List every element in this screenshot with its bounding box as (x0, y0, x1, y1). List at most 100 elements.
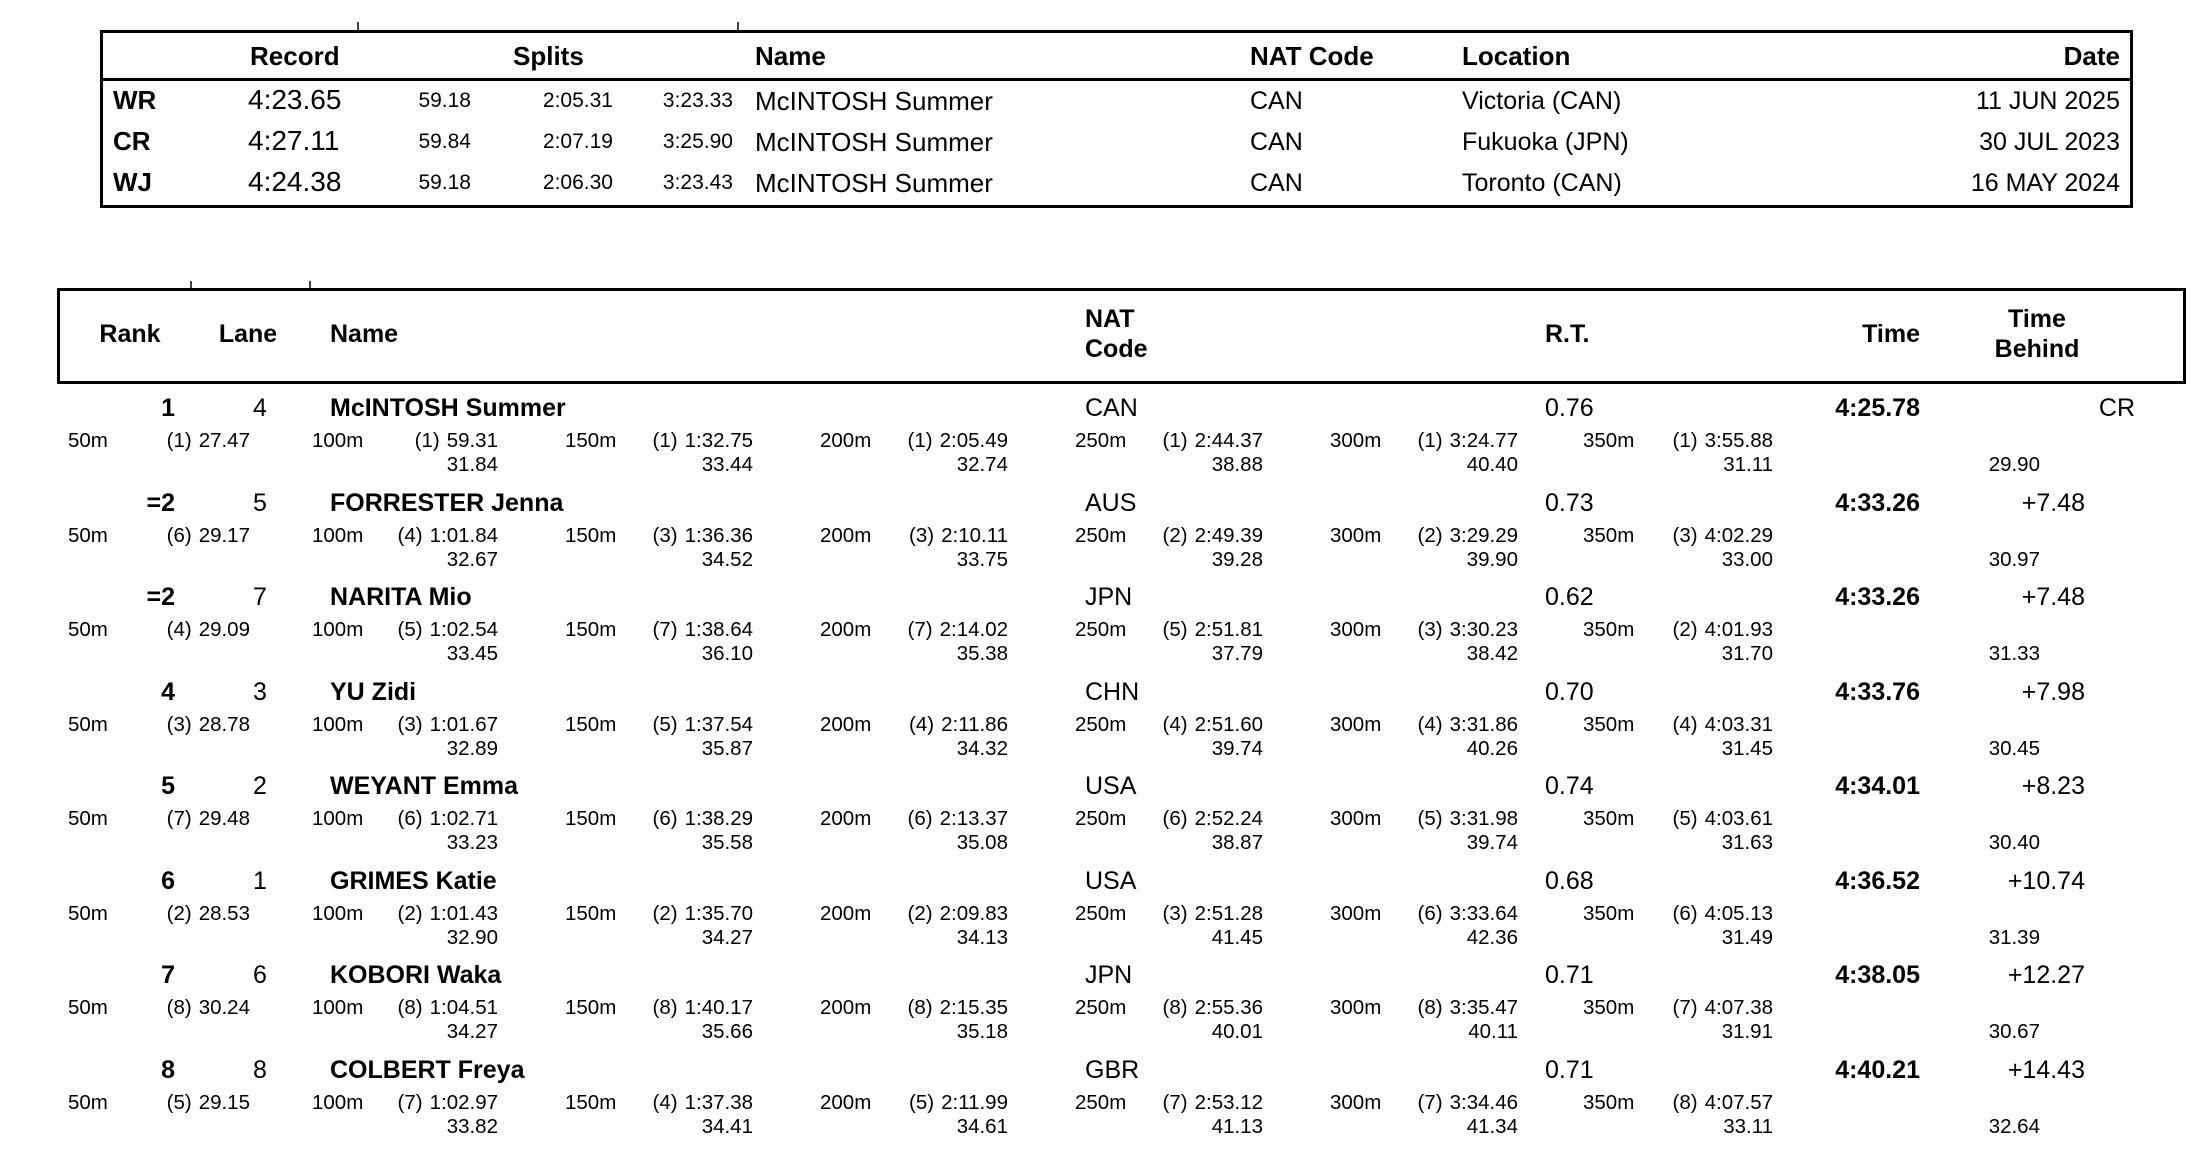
split-lap: 35.08 (956, 831, 1008, 854)
split-time: 2:05.49 (939, 429, 1008, 452)
split-place: (8) (166, 996, 192, 1019)
split-distance: 350m (1583, 712, 1635, 736)
rank-cell: 6 (161, 866, 175, 895)
split-time: 1:37.54 (684, 712, 753, 736)
split-place: (5) (909, 1090, 935, 1114)
reaction-time: 0.76 (1545, 394, 1594, 422)
split-lap: 39.28 (1211, 547, 1263, 571)
split-lap: 33.23 (446, 831, 498, 854)
split-time: 4:03.31 (1704, 712, 1773, 736)
split-place: (4) (909, 712, 935, 736)
split-100m: 100m (6) 1:02.71 33.23 (312, 807, 498, 855)
records-rows: WR 4:23.65 59.18 2:05.31 3:23.33 McINTOS… (103, 81, 2130, 204)
split-place: (7) (1417, 1090, 1443, 1114)
split-150m: 150m (7) 1:38.64 36.10 (565, 618, 753, 666)
split-place: (1) (1672, 429, 1698, 452)
split-place: (6) (397, 807, 423, 830)
split-distance: 300m (1330, 996, 1382, 1019)
header-lane: Lane (218, 320, 278, 348)
split-place: (5) (1417, 807, 1443, 830)
split-lap: 31.84 (446, 453, 498, 476)
split-time: 2:55.36 (1194, 996, 1263, 1019)
final-time: 4:33.76 (1835, 677, 1920, 706)
split-lap: 32.74 (956, 453, 1008, 476)
final-time: 4:38.05 (1835, 961, 1920, 989)
split-150m: 150m (3) 1:36.36 34.52 (565, 524, 753, 572)
split-lap: 41.13 (1211, 1114, 1263, 1138)
split-place: (5) (1672, 807, 1698, 830)
split-place: (3) (166, 712, 192, 736)
split-distance: 150m (565, 996, 617, 1019)
split-350m: 350m (8) 4:07.57 33.11 (1583, 1091, 1773, 1139)
split-time: 4:05.13 (1704, 901, 1773, 925)
column-divider-tick (190, 281, 192, 290)
split-distance: 150m (565, 901, 617, 925)
split-distance: 100m (312, 618, 364, 641)
split-lap: 34.61 (956, 1114, 1008, 1138)
record-nat-code: CAN (1250, 128, 1303, 156)
record-split-300m: 3:23.43 (662, 171, 733, 194)
split-distance: 200m (820, 807, 872, 830)
split-place: (1) (1162, 429, 1188, 452)
split-distance: 50m (68, 429, 108, 452)
lane-cell: 3 (253, 677, 267, 706)
final-time: 4:33.26 (1835, 583, 1920, 611)
split-distance: 50m (68, 712, 108, 736)
rank-cell: 8 (161, 1055, 175, 1084)
last-lap-time: 29.90 (1988, 453, 2040, 476)
split-lap: 33.75 (956, 547, 1008, 571)
split-time: 2:51.60 (1194, 712, 1263, 736)
split-lap: 34.52 (701, 547, 753, 571)
last-lap-time: 30.40 (1988, 831, 2040, 854)
reaction-time: 0.68 (1545, 866, 1594, 895)
split-lap: 40.26 (1466, 736, 1518, 760)
split-lap: 35.66 (701, 1020, 753, 1043)
split-place: (2) (166, 901, 192, 925)
split-lap (68, 1115, 250, 1139)
split-lap: 40.01 (1211, 1020, 1263, 1043)
split-150m: 150m (1) 1:32.75 33.44 (565, 429, 753, 477)
record-date: 16 MAY 2024 (1970, 169, 2120, 197)
split-lap: 41.34 (1466, 1114, 1518, 1138)
split-lap: 40.11 (1468, 1020, 1518, 1043)
split-place: (3) (909, 523, 935, 547)
split-lap: 31.70 (1721, 642, 1773, 665)
last-lap-time: 31.33 (1988, 642, 2040, 665)
split-lap (68, 548, 250, 572)
swimmer-name: GRIMES Katie (330, 866, 497, 895)
time-behind: +7.48 (2021, 583, 2085, 611)
split-lap: 38.42 (1466, 642, 1518, 665)
record-tag: CR (113, 126, 151, 156)
split-distance: 100m (312, 1090, 364, 1114)
records-header-nat-code: NAT Code (1250, 41, 1374, 71)
split-place: (5) (1162, 618, 1188, 641)
split-350m: 350m (5) 4:03.61 31.63 (1583, 807, 1773, 855)
split-distance: 350m (1583, 901, 1635, 925)
nat-code-cell: JPN (1085, 583, 1133, 611)
split-100m: 100m (1) 59.31 31.84 (312, 429, 498, 477)
nat-code-cell: USA (1085, 866, 1137, 895)
split-lap: 34.27 (701, 925, 753, 949)
split-distance: 150m (565, 523, 617, 547)
record-split-200m: 2:05.31 (542, 89, 613, 112)
final-time: 4:40.21 (1835, 1055, 1920, 1084)
record-split-100m: 59.84 (418, 130, 471, 153)
split-200m: 200m (6) 2:13.37 35.08 (820, 807, 1008, 855)
split-time: 29.17 (198, 523, 250, 547)
split-distance: 200m (820, 1090, 872, 1114)
split-200m: 200m (5) 2:11.99 34.61 (820, 1091, 1008, 1139)
swimmer-name: KOBORI Waka (330, 961, 502, 989)
record-time: 4:24.38 (248, 166, 342, 197)
header-time-behind: Time Behind (1957, 304, 2117, 364)
split-lap: 35.87 (701, 736, 753, 760)
split-250m: 250m (5) 2:51.81 37.79 (1075, 618, 1263, 666)
header-behind-line1: Time (2008, 305, 2066, 333)
lane-cell: 6 (253, 961, 267, 989)
split-50m: 50m (1) 27.47 (68, 429, 250, 477)
header-nat-code: NAT Code (1085, 304, 1148, 364)
split-place: (6) (1672, 901, 1698, 925)
split-200m: 200m (1) 2:05.49 32.74 (820, 429, 1008, 477)
split-lap: 39.74 (1466, 831, 1518, 854)
split-150m: 150m (2) 1:35.70 34.27 (565, 902, 753, 950)
split-distance: 300m (1330, 618, 1382, 641)
